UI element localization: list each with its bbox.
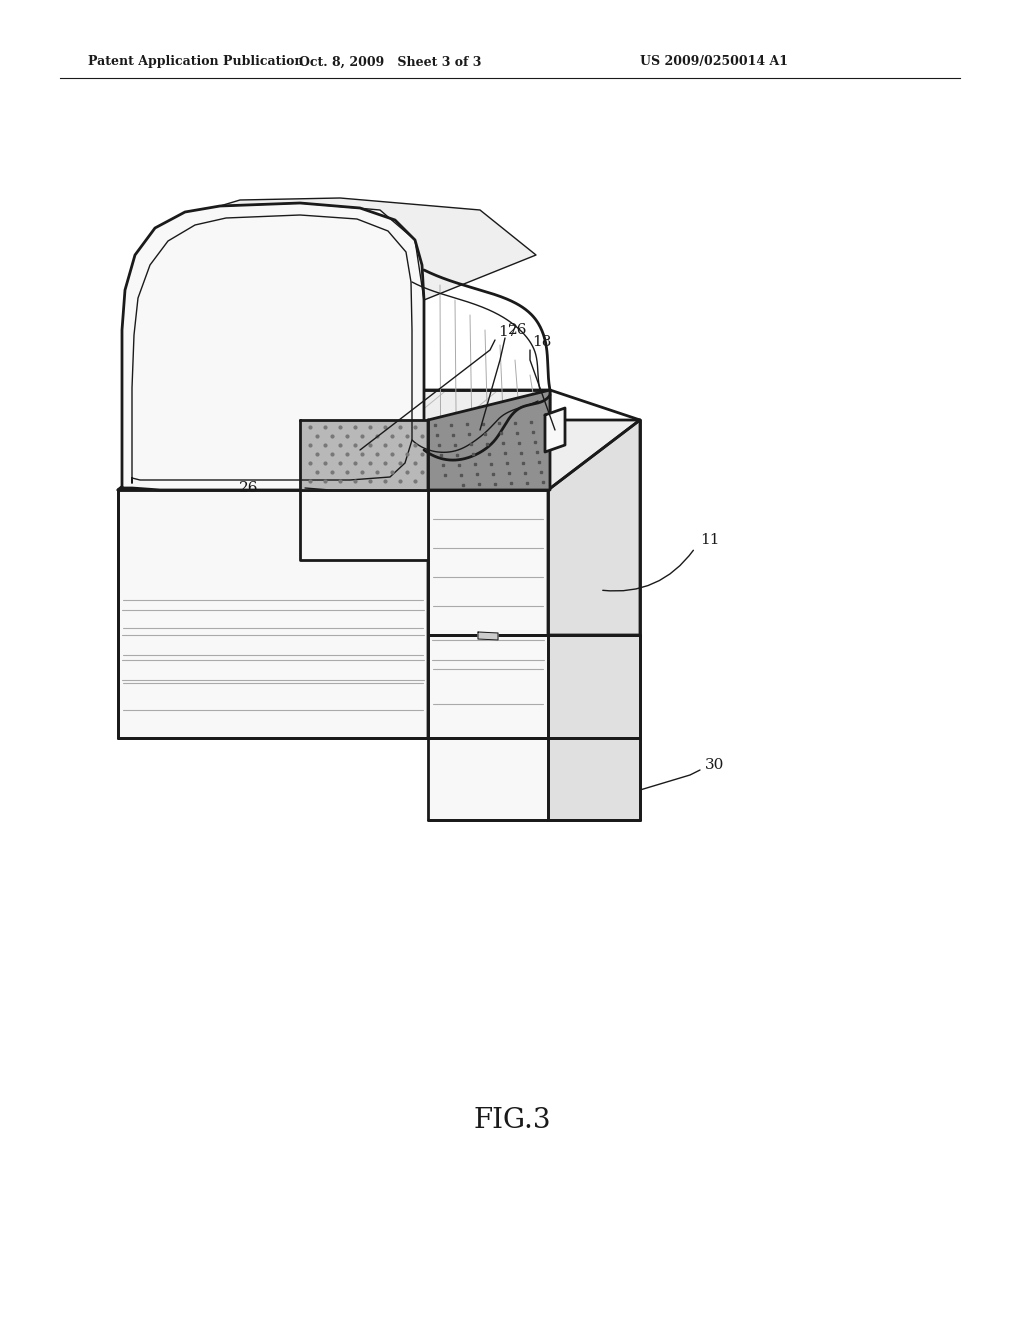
Text: 30: 30 (705, 758, 724, 772)
Polygon shape (122, 203, 424, 490)
Text: 18: 18 (532, 335, 551, 348)
Text: 17: 17 (498, 325, 517, 339)
Polygon shape (220, 198, 536, 300)
Text: FIG.3: FIG.3 (473, 1106, 551, 1134)
Polygon shape (428, 389, 550, 738)
Polygon shape (118, 490, 428, 738)
Polygon shape (300, 420, 428, 490)
Polygon shape (478, 632, 498, 640)
Text: 26: 26 (239, 480, 258, 495)
Polygon shape (118, 389, 550, 490)
Polygon shape (300, 490, 428, 560)
Polygon shape (428, 420, 640, 490)
Polygon shape (548, 635, 640, 738)
Text: Patent Application Publication: Patent Application Publication (88, 55, 303, 69)
Text: US 2009/0250014 A1: US 2009/0250014 A1 (640, 55, 788, 69)
Polygon shape (428, 738, 548, 820)
Polygon shape (548, 420, 640, 635)
Polygon shape (545, 408, 565, 451)
Text: 11: 11 (700, 533, 720, 546)
Polygon shape (428, 490, 548, 635)
Polygon shape (428, 389, 550, 490)
Text: Oct. 8, 2009   Sheet 3 of 3: Oct. 8, 2009 Sheet 3 of 3 (299, 55, 481, 69)
Polygon shape (428, 635, 548, 738)
Polygon shape (548, 738, 640, 820)
Text: 26: 26 (508, 323, 527, 337)
